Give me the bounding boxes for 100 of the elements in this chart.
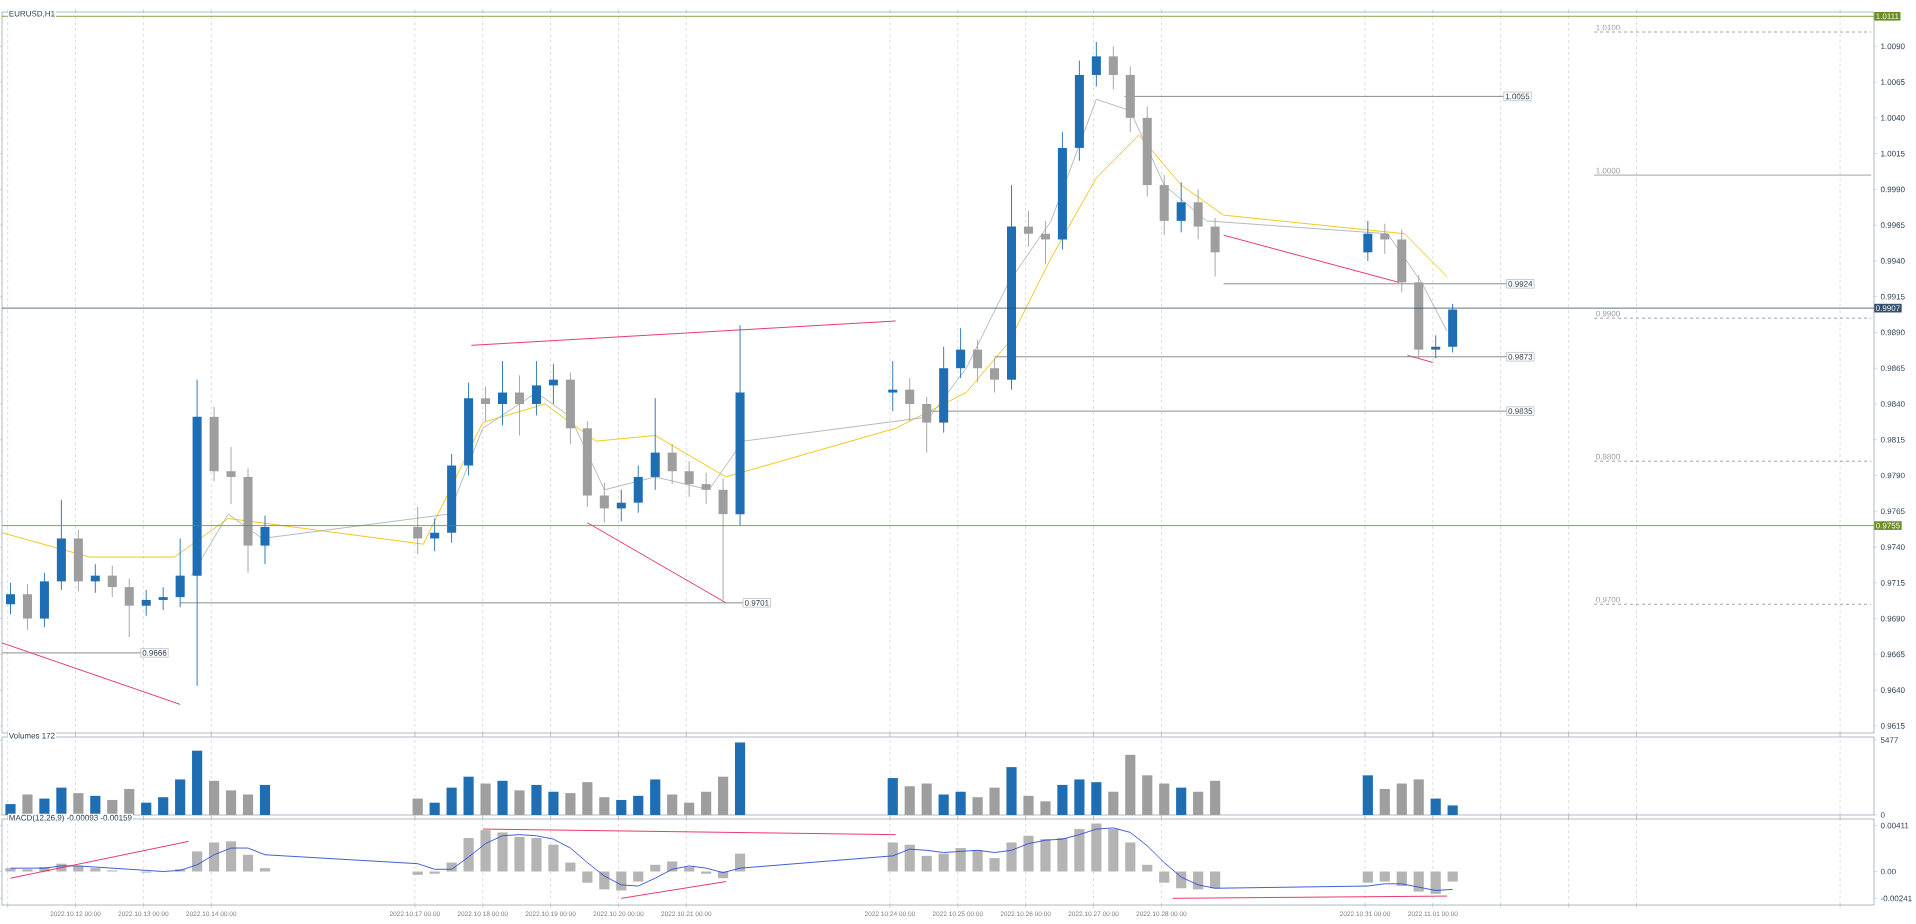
bar [1176, 787, 1187, 816]
bar [718, 776, 729, 816]
bar [1193, 791, 1204, 816]
bar [56, 787, 67, 816]
bar [124, 789, 135, 816]
bar [1108, 829, 1119, 872]
data-label: 0.9666 [142, 650, 167, 656]
bar [921, 783, 932, 816]
bar [158, 797, 169, 816]
bar [684, 867, 695, 872]
bar [887, 842, 898, 872]
bar [242, 854, 254, 872]
bar [955, 791, 966, 816]
bar [650, 779, 661, 816]
candlestick [905, 377, 915, 422]
bar [989, 787, 1000, 816]
bar [1006, 842, 1017, 872]
candlestick [701, 472, 711, 505]
bar [904, 786, 915, 816]
bar [497, 780, 508, 816]
data-label: 0.9800 [1596, 453, 1620, 460]
bar [1362, 871, 1373, 883]
bar [1074, 779, 1085, 816]
y-tick-label: 0.9840 [1880, 401, 1905, 407]
candlestick [158, 586, 168, 611]
bar [480, 830, 491, 872]
bar [599, 797, 610, 816]
bar [259, 784, 271, 816]
candlestick [599, 482, 609, 524]
bar [1413, 871, 1424, 892]
bar [972, 850, 983, 872]
y-tick-label: 0.9765 [1880, 508, 1905, 515]
bar [1159, 871, 1170, 883]
bar [1023, 835, 1034, 872]
bar [107, 799, 118, 816]
bar [633, 871, 644, 882]
bar [1142, 864, 1153, 872]
bar [225, 790, 237, 816]
bar [955, 848, 966, 872]
bar [73, 793, 84, 816]
y-tick-label: 0.00411 [1880, 822, 1909, 829]
y-tick-label: 0.9815 [1880, 436, 1905, 443]
candlestick [531, 360, 541, 416]
bar [463, 838, 474, 872]
y-tick-label: 0.9640 [1880, 687, 1905, 693]
line-series [1, 134, 1448, 558]
bar [734, 742, 746, 816]
bar [1023, 795, 1034, 816]
y-tick-label: -0.00241 [1880, 895, 1912, 902]
bar [734, 853, 746, 872]
bar [209, 842, 220, 872]
bar [90, 868, 101, 872]
bar [1040, 839, 1051, 872]
bar [1379, 789, 1390, 816]
y-tick-label: 1.0065 [1881, 79, 1905, 85]
bar [446, 787, 457, 816]
chart-title: Volumes 172 [8, 732, 55, 739]
bar [938, 853, 949, 872]
bar [1040, 801, 1051, 816]
data-label: 1.0000 [1596, 167, 1620, 174]
bar [1142, 775, 1153, 816]
bar [531, 784, 542, 816]
bar [1210, 871, 1221, 889]
bar [1091, 823, 1102, 872]
candlestick [260, 515, 270, 565]
bar [429, 802, 440, 816]
y-tick-label: 0 [1880, 812, 1885, 818]
candlestick [684, 460, 694, 498]
bar [22, 794, 33, 816]
candlestick [514, 374, 525, 436]
bar [989, 858, 1000, 872]
bar [582, 871, 593, 883]
bar [192, 851, 203, 872]
bar [548, 791, 559, 816]
bar [5, 804, 16, 816]
candlestick [1023, 210, 1034, 248]
candlestick [1091, 41, 1101, 87]
y-tick-label: 0.9740 [1880, 544, 1905, 550]
candlestick [990, 357, 1000, 393]
bar [1057, 784, 1068, 816]
data-label: 0.9700 [1596, 596, 1620, 603]
y-tick-label: 1.0040 [1881, 115, 1905, 121]
y-tick-label: 0.9790 [1880, 472, 1905, 479]
bar [921, 855, 932, 872]
candlestick [175, 538, 185, 608]
bar [531, 838, 542, 872]
y-tick-label: 0.9715 [1880, 579, 1905, 586]
bar [972, 797, 983, 816]
candlestick [1176, 181, 1186, 233]
bar [1210, 780, 1221, 816]
bar [1362, 775, 1373, 816]
bar [514, 790, 525, 816]
bar [1413, 779, 1424, 816]
bar [39, 798, 50, 816]
data-label: 0.9924 [1508, 280, 1533, 287]
y-tick-label: 0.00 [1880, 868, 1896, 875]
candlestick [124, 578, 134, 638]
y-tick-label: 0.9940 [1880, 258, 1905, 264]
y-tick-label: 0.9990 [1880, 186, 1905, 193]
bar [887, 778, 898, 816]
